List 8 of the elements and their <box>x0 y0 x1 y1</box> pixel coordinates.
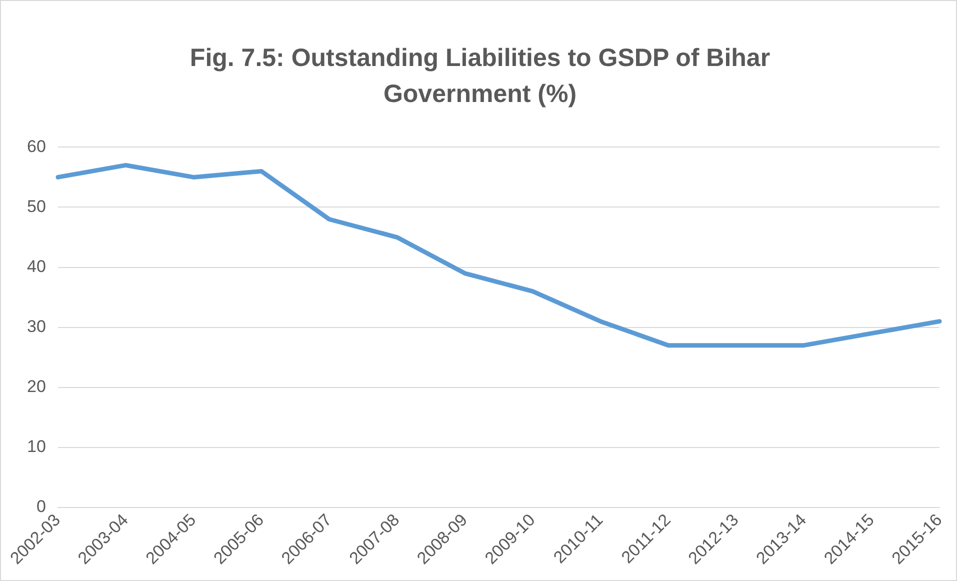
y-tick-label: 0 <box>36 497 46 516</box>
y-tick-label: 40 <box>26 256 46 276</box>
y-tick-label: 60 <box>26 136 46 156</box>
y-tick-label: 20 <box>26 377 46 396</box>
y-tick-label: 30 <box>26 317 46 336</box>
chart-title: Fig. 7.5: Outstanding Liabilities to GSDP of Bihar Government (%) <box>188 43 772 110</box>
y-tick-label: 10 <box>26 437 46 456</box>
y-tick-label: 50 <box>26 196 46 216</box>
